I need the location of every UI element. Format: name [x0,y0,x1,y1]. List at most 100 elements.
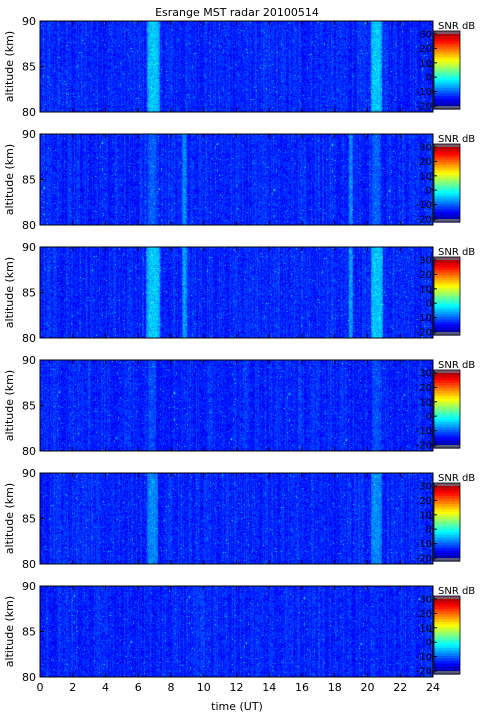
colorbar-cap-bottom [434,445,460,448]
heatmap-image [40,473,433,564]
heatmap-image [40,586,433,677]
colorbar-swatch [434,38,460,42]
colorbar-swatch [434,645,460,649]
colorbar-swatch [434,624,460,628]
colorbar-swatch [434,375,460,379]
colorbar-swatch [434,655,460,659]
colorbar-tick-label: 0 [426,299,432,310]
colorbar-swatch [434,509,460,513]
colorbar-swatch [434,616,460,620]
colorbar-tick-label: 10 [419,397,432,408]
colorbar-swatch [434,157,460,161]
x-tick-label: 16 [295,681,309,694]
colorbar-swatch [434,296,460,300]
colorbar-swatch [434,663,460,667]
colorbar-swatch [434,196,460,200]
y-tick-label: 85 [22,174,36,187]
colorbar-cap-bottom [434,671,460,674]
colorbar-tick-label: -20 [416,441,432,452]
colorbar-tick-label: -20 [416,554,432,565]
colorbar-label: SNR dB [438,21,475,32]
colorbar-swatch [434,432,460,436]
colorbar: SNR dB 30 20 10 0 -10 -20 [416,21,476,113]
colorbar-swatch [434,149,460,153]
colorbar: SNR dB 30 20 10 0 -10 -20 [416,134,476,226]
colorbar-cap-top [434,31,460,34]
colorbar-tick-label: -20 [416,102,432,113]
colorbar-swatch [434,214,460,218]
colorbar-swatch [434,151,460,155]
colorbar-swatch [434,70,460,74]
colorbar-swatch [434,64,460,68]
colorbar-tick-label: 10 [419,171,432,182]
colorbar-cap-top [434,370,460,373]
x-tick-label: 2 [69,681,76,694]
y-axis-label: altitude (km) [3,483,16,554]
colorbar-tick-label: -10 [416,200,432,211]
colorbar-swatch [434,635,460,639]
colorbar-swatch [434,390,460,394]
colorbar-swatch [434,329,460,333]
colorbar-label: SNR dB [438,360,475,371]
panel-1: 80 85 90 altitude (km) SNR dB 30 20 10 0 -10 -20 [3,15,475,119]
y-tick-label: 85 [22,61,36,74]
colorbar-swatch [434,637,460,641]
colorbar-swatch [434,77,460,81]
colorbar-frame [433,256,461,336]
colorbar-swatch [434,548,460,552]
colorbar-tick-label: 20 [419,44,432,55]
colorbar-swatch [434,172,460,176]
y-tick-label: 80 [22,219,36,232]
colorbar-swatch [434,419,460,423]
colorbar-tick-label: 30 [419,30,432,41]
colorbar-frame [433,595,461,675]
colorbar-swatch [434,90,460,94]
colorbar-swatch [434,490,460,494]
colorbar-tick-label: 30 [419,256,432,267]
colorbar-swatch [434,658,460,662]
colorbar-cap-bottom [434,332,460,335]
colorbar-swatch [434,80,460,84]
y-axis-label: altitude (km) [3,257,16,328]
colorbar-swatch [434,522,460,526]
colorbar-swatch [434,51,460,55]
colorbar-swatch [434,290,460,294]
colorbar-swatch [434,49,460,53]
colorbar-swatch [434,54,460,58]
colorbar-swatch [434,435,460,439]
colorbar-swatch [434,385,460,389]
colorbar-swatch [434,272,460,276]
colorbar-swatch [434,640,460,644]
colorbar-swatch [434,622,460,626]
colorbar-swatch [434,298,460,302]
colorbar-swatch [434,555,460,559]
colorbar-swatch [434,411,460,415]
y-tick-label: 90 [22,241,36,254]
colorbar-swatch [434,485,460,489]
colorbar-label: SNR dB [438,134,475,145]
colorbar-swatch [434,514,460,518]
x-tick-label: 22 [393,681,407,694]
colorbar-tick-label: 30 [419,369,432,380]
colorbar-swatch [434,396,460,400]
colorbar-swatch [434,496,460,500]
x-tick-label: 18 [328,681,342,694]
colorbar-tick-label: 20 [419,496,432,507]
x-tick-label: 8 [168,681,175,694]
colorbar-tick-label: -10 [416,652,432,663]
y-tick-label: 90 [22,580,36,593]
colorbar-swatch [434,642,460,646]
colorbar-swatch [434,327,460,331]
y-tick-label: 85 [22,626,36,639]
colorbar-swatch [434,488,460,492]
colorbar-swatch [434,606,460,610]
colorbar-swatch [434,614,460,618]
colorbar-cap-top [434,144,460,147]
colorbar-swatch [434,75,460,79]
colorbar-tick-label: 30 [419,143,432,154]
colorbar-swatch [434,46,460,50]
colorbar-swatch [434,403,460,407]
colorbar-swatch [434,33,460,37]
colorbar-swatch [434,103,460,107]
